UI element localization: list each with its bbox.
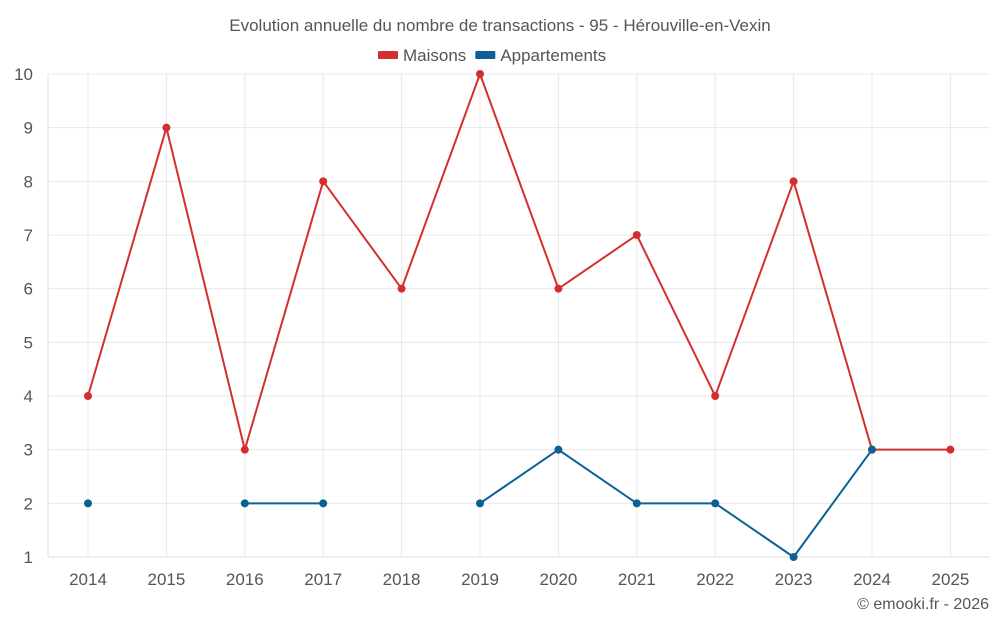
data-point-maisons[interactable]	[240, 445, 249, 454]
chart-title: Evolution annuelle du nombre de transact…	[229, 16, 770, 35]
data-point-maisons[interactable]	[711, 392, 720, 400]
y-tick-label: 4	[24, 387, 33, 406]
y-axis: 1 2 3 4 5 6 7 8 9 10	[14, 65, 33, 567]
data-point-appartements[interactable]	[711, 499, 720, 508]
x-tick-label: 2020	[539, 570, 577, 589]
legend-label-maisons[interactable]: Maisons	[403, 46, 466, 65]
y-tick-label: 7	[24, 226, 33, 245]
data-point-appartements[interactable]	[476, 499, 484, 508]
credit-text: © emooki.fr - 2026	[857, 596, 989, 613]
data-point-maisons[interactable]	[554, 284, 563, 293]
y-tick-label: 2	[24, 494, 33, 513]
data-point-appartements[interactable]	[84, 499, 92, 508]
y-tick-label: 5	[24, 333, 33, 352]
series-maisons	[84, 70, 955, 454]
y-tick-label: 8	[24, 172, 33, 191]
grid	[47, 73, 990, 558]
x-tick-label: 2018	[383, 570, 421, 589]
data-point-maisons[interactable]	[476, 70, 484, 78]
data-point-maisons[interactable]	[84, 392, 92, 400]
series-line-appartements	[479, 448, 873, 558]
x-tick-label: 2017	[304, 570, 342, 589]
series-appartements	[84, 445, 876, 561]
data-point-appartements[interactable]	[868, 445, 876, 454]
y-tick-label: 1	[24, 548, 33, 567]
legend-swatch-maisons	[378, 51, 398, 59]
y-tick-label: 3	[24, 441, 33, 460]
data-point-maisons[interactable]	[632, 231, 641, 239]
series-line-maisons	[87, 73, 951, 451]
x-tick-label: 2025	[931, 570, 969, 589]
x-tick-label: 2021	[618, 570, 656, 589]
legend: Maisons Appartements	[378, 46, 606, 65]
x-tick-label: 2015	[147, 570, 185, 589]
y-tick-label: 10	[14, 65, 33, 84]
data-point-appartements[interactable]	[240, 499, 249, 508]
legend-swatch-appartements	[475, 51, 496, 59]
x-tick-label: 2016	[226, 570, 264, 589]
legend-label-appartements[interactable]: Appartements	[500, 46, 606, 65]
data-point-maisons[interactable]	[319, 177, 328, 186]
data-point-maisons[interactable]	[946, 445, 955, 454]
data-point-maisons[interactable]	[162, 123, 171, 132]
x-tick-label: 2023	[775, 570, 813, 589]
y-tick-label: 6	[24, 280, 33, 299]
data-point-maisons[interactable]	[397, 284, 406, 293]
y-tick-label: 9	[24, 119, 33, 138]
x-tick-label: 2024	[853, 570, 891, 589]
x-tick-label: 2019	[461, 570, 499, 589]
series-layer	[84, 70, 955, 561]
data-point-appartements[interactable]	[554, 445, 563, 454]
data-point-appartements[interactable]	[632, 499, 641, 508]
data-point-maisons[interactable]	[789, 177, 798, 186]
x-tick-label: 2022	[696, 570, 734, 589]
data-point-appartements[interactable]	[789, 553, 798, 561]
x-axis: 2014 2015 2016 2017 2018 2019 2020 2021 2022 2023…	[69, 570, 969, 589]
data-point-appartements[interactable]	[319, 499, 328, 508]
x-tick-label: 2014	[69, 570, 107, 589]
